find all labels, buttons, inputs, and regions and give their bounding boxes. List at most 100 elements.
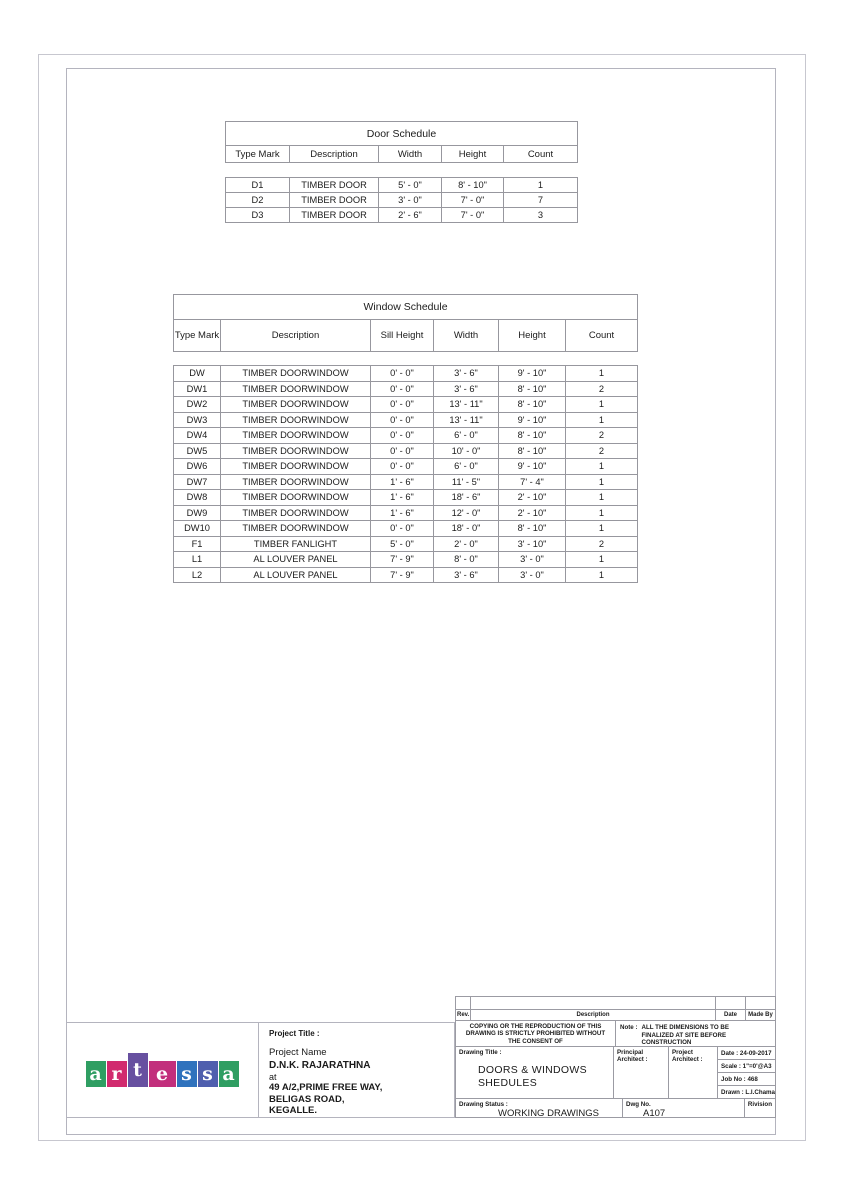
door-count: 3 xyxy=(503,207,578,223)
window-schedule-row: DW7 TIMBER DOORWINDOW 1' - 6" 11' - 5" 7… xyxy=(173,473,638,490)
window-schedule-row: DW10 TIMBER DOORWINDOW 0' - 0" 18' - 0" … xyxy=(173,520,638,537)
revision-empty-cell xyxy=(716,997,746,1009)
window-width: 3' - 6" xyxy=(433,365,499,382)
door-width: 5' - 0" xyxy=(378,177,442,193)
window-count: 2 xyxy=(565,442,638,459)
window-width: 6' - 0" xyxy=(433,458,499,475)
window-sill-height: 0' - 0" xyxy=(370,458,434,475)
window-height: 9' - 10" xyxy=(498,458,566,475)
door-schedule-row: D3 TIMBER DOOR 2' - 6" 7' - 0" 3 xyxy=(225,207,578,223)
window-schedule-row: L2 AL LOUVER PANEL 7' - 9" 3' - 6" 3' - … xyxy=(173,566,638,583)
column-header-width: Width xyxy=(378,145,442,163)
column-header-description: Description xyxy=(220,319,371,352)
title-block-status-row: Drawing Status : WORKING DRAWINGS Dwg No… xyxy=(456,1099,775,1117)
project-info-cell: Project Title : Project Name D.N.K. RAJA… xyxy=(259,1023,454,1117)
window-count: 1 xyxy=(565,411,638,428)
window-type-mark: DW10 xyxy=(173,520,221,537)
window-type-mark: F1 xyxy=(173,535,221,552)
window-sill-height: 0' - 0" xyxy=(370,411,434,428)
column-header-height: Height xyxy=(498,319,566,352)
window-schedule-row: DW3 TIMBER DOORWINDOW 0' - 0" 13' - 11" … xyxy=(173,411,638,428)
column-header-count: Count xyxy=(503,145,578,163)
window-height: 2' - 10" xyxy=(498,504,566,521)
window-count: 1 xyxy=(565,473,638,490)
window-count: 1 xyxy=(565,504,638,521)
project-address-line: KEGALLE. xyxy=(269,1105,318,1116)
window-schedule-row: DW6 TIMBER DOORWINDOW 0' - 0" 6' - 0" 9'… xyxy=(173,458,638,475)
note-cell: Note : ALL THE DIMENSIONS TO BE FINALIZE… xyxy=(616,1021,775,1046)
window-schedule-row: DW8 TIMBER DOORWINDOW 1' - 6" 18' - 6" 2… xyxy=(173,489,638,506)
sheet-outer-border xyxy=(38,54,806,1141)
window-sill-height: 0' - 0" xyxy=(370,520,434,537)
copyright-notice: COPYING OR THE REPRODUCTION OF THIS DRAW… xyxy=(456,1021,616,1047)
window-sill-height: 0' - 0" xyxy=(370,365,434,382)
job-no-field: Job No : 468 xyxy=(718,1073,775,1087)
door-schedule-body-table: D1 TIMBER DOOR 5' - 0" 8' - 10" 1 D2 TIM… xyxy=(225,177,578,223)
window-height: 8' - 10" xyxy=(498,442,566,459)
window-description: TIMBER DOORWINDOW xyxy=(220,489,371,506)
window-description: AL LOUVER PANEL xyxy=(220,551,371,568)
door-height: 8' - 10" xyxy=(441,177,504,193)
column-header-sill-height: Sill Height xyxy=(370,319,434,352)
project-at: at xyxy=(269,1072,277,1082)
dwg-no-value: A107 xyxy=(643,1108,666,1117)
door-width: 2' - 6" xyxy=(378,207,442,223)
project-address-line: 49 A/2,PRIME FREE WAY, xyxy=(269,1082,383,1093)
revision-empty-cell xyxy=(471,997,716,1009)
window-sill-height: 0' - 0" xyxy=(370,427,434,444)
door-type-mark: D3 xyxy=(225,207,290,223)
window-sill-height: 5' - 0" xyxy=(370,535,434,552)
project-name: Project Name xyxy=(269,1047,327,1058)
window-sill-height: 0' - 0" xyxy=(370,442,434,459)
revision-col-made-by: Made By xyxy=(748,1012,773,1019)
window-count: 1 xyxy=(565,551,638,568)
window-sill-height: 1' - 6" xyxy=(370,489,434,506)
window-schedule-row: DW1 TIMBER DOORWINDOW 0' - 0" 3' - 6" 8'… xyxy=(173,380,638,397)
door-schedule-header-table: Door Schedule Type Mark Description Widt… xyxy=(225,121,578,163)
principal-architect-cell: Principal Architect : xyxy=(614,1047,669,1098)
window-description: TIMBER DOORWINDOW xyxy=(220,458,371,475)
window-schedule-row: DW9 TIMBER DOORWINDOW 1' - 6" 12' - 0" 2… xyxy=(173,504,638,521)
logo-letter-block: a xyxy=(85,1061,106,1087)
project-address-line: BELIGAS ROAD, xyxy=(269,1093,345,1105)
door-type-mark: D1 xyxy=(225,177,290,193)
window-type-mark: DW6 xyxy=(173,458,221,475)
drawing-status-cell: Drawing Status : WORKING DRAWINGS xyxy=(456,1099,623,1117)
window-sill-height: 1' - 6" xyxy=(370,473,434,490)
window-height: 9' - 10" xyxy=(498,411,566,428)
window-schedule-column-header-row: Type Mark Description Sill Height Width … xyxy=(173,319,639,352)
project-architect-label: Project Architect : xyxy=(672,1049,703,1064)
window-sill-height: 1' - 6" xyxy=(370,504,434,521)
window-type-mark: DW4 xyxy=(173,427,221,444)
window-width: 8' - 0" xyxy=(433,551,499,568)
window-width: 3' - 6" xyxy=(433,566,499,583)
window-count: 1 xyxy=(565,365,638,382)
window-height: 7' - 4" xyxy=(498,473,566,490)
window-width: 3' - 6" xyxy=(433,380,499,397)
window-height: 8' - 10" xyxy=(498,427,566,444)
door-schedule-title: Door Schedule xyxy=(225,121,578,146)
door-type-mark: D2 xyxy=(225,192,290,208)
window-count: 1 xyxy=(565,458,638,475)
window-type-mark: L1 xyxy=(173,551,221,568)
window-description: TIMBER DOORWINDOW xyxy=(220,380,371,397)
door-width: 3' - 0" xyxy=(378,192,442,208)
door-description: TIMBER DOOR xyxy=(289,177,379,193)
note-label: Note : xyxy=(620,1024,638,1032)
window-schedule-row: DW TIMBER DOORWINDOW 0' - 0" 3' - 6" 9' … xyxy=(173,365,638,382)
window-count: 2 xyxy=(565,380,638,397)
project-architect-cell: Project Architect : xyxy=(669,1047,718,1098)
door-height: 7' - 0" xyxy=(441,207,504,223)
window-description: TIMBER DOORWINDOW xyxy=(220,396,371,413)
column-header-type-mark: Type Mark xyxy=(225,145,290,163)
date-field: Date : 24-09-2017 xyxy=(718,1047,775,1061)
window-schedule: Window Schedule Type Mark Description Si… xyxy=(172,294,639,583)
drawn-by-field: Drawn : L.I.Chamath xyxy=(721,1088,775,1096)
window-count: 1 xyxy=(565,566,638,583)
column-header-count: Count xyxy=(564,319,639,352)
window-height: 3' - 0" xyxy=(498,566,566,583)
drawing-status-value: WORKING DRAWINGS xyxy=(498,1108,599,1117)
revision-col-date: Date xyxy=(723,1012,737,1019)
window-schedule-row: F1 TIMBER FANLIGHT 5' - 0" 2' - 0" 3' - … xyxy=(173,535,638,552)
